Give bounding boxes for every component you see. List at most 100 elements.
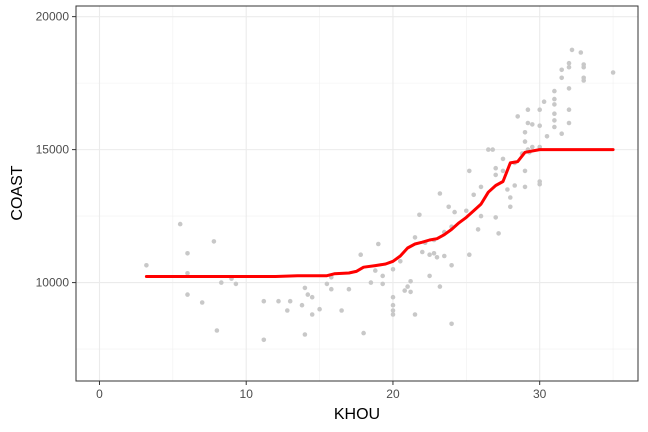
data-point [508, 204, 513, 210]
data-point [493, 215, 499, 220]
data-point [496, 231, 501, 236]
data-point [449, 263, 454, 268]
data-point [552, 111, 557, 116]
data-point [467, 252, 472, 257]
data-point [420, 249, 425, 255]
data-point [566, 107, 572, 112]
data-point [412, 235, 418, 240]
data-point [211, 239, 217, 244]
data-point [552, 118, 557, 123]
x-tick-label: 20 [386, 387, 400, 401]
data-point [390, 294, 396, 300]
x-tick-label: 30 [533, 387, 547, 401]
data-point [302, 285, 308, 291]
data-point [578, 50, 584, 55]
data-point [522, 168, 528, 174]
data-point [177, 221, 183, 227]
data-point [525, 107, 531, 112]
data-point [522, 130, 528, 135]
data-point [544, 134, 550, 139]
x-axis-ticks: 0 10 20 30 [96, 381, 547, 401]
data-point [475, 227, 481, 232]
data-point [431, 251, 437, 256]
data-point [361, 330, 366, 336]
data-point [324, 281, 330, 287]
data-point [522, 184, 528, 190]
data-point [552, 96, 557, 102]
data-point [522, 139, 528, 144]
data-point [214, 328, 220, 333]
data-point [402, 288, 408, 293]
data-point [358, 252, 364, 257]
x-tick-label: 0 [96, 387, 103, 401]
data-point [537, 123, 542, 128]
data-point [464, 208, 469, 214]
data-point [493, 172, 499, 178]
data-point [185, 271, 190, 276]
data-point [309, 312, 315, 317]
data-point [437, 284, 443, 289]
data-point [566, 86, 572, 91]
data-point [478, 184, 484, 190]
data-point [500, 156, 506, 162]
data-point [500, 168, 506, 174]
y-tick-label: 15000 [36, 143, 70, 157]
data-point [537, 181, 542, 187]
fitted-line [144, 148, 615, 278]
data-point [515, 114, 520, 119]
data-point [552, 124, 557, 130]
data-point [287, 298, 293, 304]
data-point [552, 102, 557, 107]
data-point [530, 122, 535, 127]
data-point [185, 251, 190, 256]
data-point [390, 302, 396, 308]
data-point [405, 284, 410, 289]
data-point [185, 292, 190, 297]
y-tick-label: 10000 [36, 276, 70, 290]
data-point [566, 60, 572, 66]
data-point [467, 168, 472, 174]
data-point [376, 241, 381, 247]
data-point [486, 147, 491, 152]
data-point [552, 88, 557, 94]
data-point [505, 187, 510, 192]
data-point [261, 298, 267, 304]
data-point [559, 75, 564, 81]
plot-background [76, 6, 638, 381]
data-point [398, 259, 403, 264]
data-point [144, 263, 149, 268]
data-point [299, 302, 305, 308]
data-point [380, 281, 386, 287]
data-point [434, 254, 440, 260]
data-point [569, 47, 575, 53]
data-point [408, 289, 413, 295]
data-point [305, 292, 311, 297]
data-point [610, 70, 616, 75]
data-point [427, 273, 432, 279]
x-axis-title: KHOU [334, 406, 380, 423]
y-tick-label: 20000 [36, 10, 70, 24]
x-tick-label: 10 [240, 387, 254, 401]
y-axis-title: COAST [9, 165, 26, 220]
data-point [566, 120, 572, 126]
data-point [302, 332, 308, 337]
data-point [581, 78, 586, 83]
minor-gridlines [76, 6, 638, 381]
y-axis-ticks: 10000 15000 20000 [36, 10, 76, 290]
data-point [408, 279, 413, 284]
data-point [446, 204, 452, 210]
data-point [199, 300, 205, 305]
plot-border [75, 5, 639, 382]
data-point [559, 131, 564, 136]
data-point [373, 268, 378, 273]
data-point [581, 62, 586, 67]
data-point [559, 67, 564, 73]
data-point [437, 191, 443, 196]
data-point [452, 209, 457, 215]
data-point [346, 286, 352, 292]
data-point [442, 253, 447, 259]
data-point [541, 99, 547, 104]
data-point [530, 144, 535, 150]
data-point [512, 183, 517, 188]
data-point [317, 306, 322, 312]
